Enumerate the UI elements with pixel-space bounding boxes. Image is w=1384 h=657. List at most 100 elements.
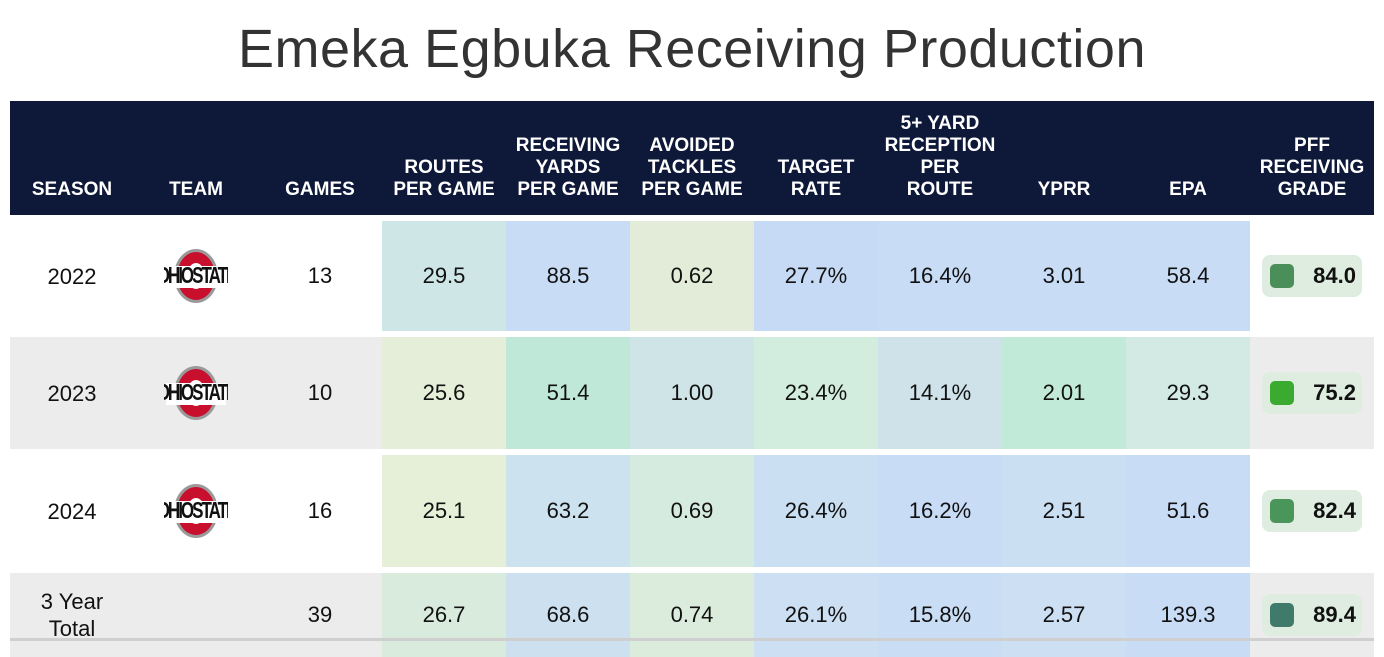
cell-yprr: 3.01 — [1002, 221, 1126, 331]
avoid-value: 0.74 — [670, 602, 714, 627]
grade-value: 82.4 — [1313, 498, 1356, 523]
cell-avoid: 0.74 — [630, 573, 754, 657]
season-value: 2023 — [47, 380, 97, 406]
cell-team: OHIOSTATE — [134, 455, 258, 567]
cell-routes: 25.1 — [382, 455, 506, 567]
ryds-value: 63.2 — [546, 498, 590, 523]
cell-grade: 75.2 — [1250, 337, 1374, 449]
cell-five: 14.1% — [878, 337, 1002, 449]
routes-value: 25.1 — [422, 498, 466, 523]
grade-value: 75.2 — [1313, 380, 1356, 405]
yprr-value: 2.01 — [1042, 380, 1086, 405]
cell-team — [134, 573, 258, 657]
header-routes: ROUTES PER GAME — [393, 157, 495, 200]
cell-five: 16.2% — [878, 455, 1002, 567]
routes-value: 26.7 — [422, 602, 466, 627]
cell-yprr: 2.51 — [1002, 455, 1126, 567]
avoid-value: 0.62 — [670, 263, 714, 288]
header-five: 5+ YARD RECEPTION PER ROUTE — [884, 113, 996, 200]
table-row: 3 Year Total 39 26.7 68.6 0.74 26.1% 15.8% 2.57… — [10, 573, 1374, 657]
grade-color-swatch — [1270, 603, 1294, 627]
header-yprr: YPRR — [1037, 179, 1091, 200]
cell-team: OHIOSTATE — [134, 221, 258, 331]
grade-color-swatch — [1270, 264, 1294, 288]
epa-value: 58.4 — [1166, 263, 1210, 288]
games-value: 39 — [307, 602, 333, 627]
cell-avoid: 0.62 — [630, 221, 754, 331]
cell-ryds: 51.4 — [506, 337, 630, 449]
target-value: 27.7% — [784, 263, 848, 288]
cell-season: 2023 — [10, 337, 134, 449]
cell-target: 26.4% — [754, 455, 878, 567]
ryds-value: 68.6 — [546, 602, 590, 627]
target-value: 26.1% — [784, 602, 848, 627]
header-team: TEAM — [169, 179, 223, 200]
cell-routes: 29.5 — [382, 221, 506, 331]
cell-season: 2022 — [10, 221, 134, 331]
svg-text:OHIOSTATE: OHIOSTATE — [164, 499, 228, 524]
grade-badge: 75.2 — [1262, 372, 1362, 414]
cell-ryds: 88.5 — [506, 221, 630, 331]
games-value: 16 — [307, 498, 333, 523]
grade-badge: 82.4 — [1262, 490, 1362, 532]
cell-target: 26.1% — [754, 573, 878, 657]
target-value: 23.4% — [784, 380, 848, 405]
cell-avoid: 0.69 — [630, 455, 754, 567]
grade-color-swatch — [1270, 499, 1294, 523]
header-games: GAMES — [285, 179, 355, 200]
cell-ryds: 63.2 — [506, 455, 630, 567]
svg-text:OHIOSTATE: OHIOSTATE — [164, 264, 228, 289]
avoid-value: 0.69 — [670, 498, 714, 523]
cell-routes: 26.7 — [382, 573, 506, 657]
cell-target: 23.4% — [754, 337, 878, 449]
grade-badge: 84.0 — [1262, 255, 1362, 297]
epa-value: 139.3 — [1160, 602, 1216, 627]
games-value: 10 — [307, 380, 333, 405]
routes-value: 25.6 — [422, 380, 466, 405]
header-season: SEASON — [31, 179, 113, 200]
five-value: 15.8% — [908, 602, 972, 627]
five-value: 16.2% — [908, 498, 972, 523]
games-value: 13 — [307, 263, 333, 288]
cell-five: 15.8% — [878, 573, 1002, 657]
yprr-value: 2.51 — [1042, 498, 1086, 523]
five-value: 16.4% — [908, 263, 972, 288]
cell-epa: 29.3 — [1126, 337, 1250, 449]
cell-grade: 84.0 — [1250, 221, 1374, 331]
table-row: 2024 OHIOSTATE 16 25.1 63.2 0.69 26.4% 16.2% 2.5… — [10, 455, 1374, 567]
cell-epa: 139.3 — [1126, 573, 1250, 657]
yprr-value: 3.01 — [1042, 263, 1086, 288]
svg-text:OHIOSTATE: OHIOSTATE — [164, 381, 228, 406]
avoid-value: 1.00 — [670, 380, 714, 405]
cell-five: 16.4% — [878, 221, 1002, 331]
header-grade: PFF RECEIVING GRADE — [1259, 135, 1365, 200]
cell-ryds: 68.6 — [506, 573, 630, 657]
season-value: 2024 — [47, 498, 97, 524]
cell-games: 10 — [258, 337, 382, 449]
ryds-value: 51.4 — [546, 380, 590, 405]
cell-yprr: 2.57 — [1002, 573, 1126, 657]
ohio-state-logo-icon: OHIOSTATE — [164, 249, 228, 303]
grade-value: 84.0 — [1313, 263, 1356, 288]
table-row: 2023 OHIOSTATE 10 25.6 51.4 1.00 23.4% 14.1% 2.0… — [10, 337, 1374, 449]
season-value: 2022 — [47, 263, 97, 289]
cell-games: 16 — [258, 455, 382, 567]
cell-grade: 82.4 — [1250, 455, 1374, 567]
cell-yprr: 2.01 — [1002, 337, 1126, 449]
grade-badge: 89.4 — [1262, 594, 1362, 636]
ryds-value: 88.5 — [546, 263, 590, 288]
stats-table: SEASON TEAM GAMES ROUTES PER GAME RECEIVING … — [10, 101, 1374, 657]
cell-avoid: 1.00 — [630, 337, 754, 449]
header-epa: EPA — [1169, 179, 1207, 200]
cell-season: 3 Year Total — [10, 573, 134, 657]
cell-target: 27.7% — [754, 221, 878, 331]
ohio-state-logo-icon: OHIOSTATE — [164, 366, 228, 420]
table-header: SEASON TEAM GAMES ROUTES PER GAME RECEIVING … — [10, 101, 1374, 215]
header-ryds: RECEIVING YARDS PER GAME — [515, 135, 621, 200]
page-title: Emeka Egbuka Receiving Production — [237, 19, 1146, 79]
cell-games: 13 — [258, 221, 382, 331]
grade-value: 89.4 — [1313, 602, 1356, 627]
header-avoid: AVOIDED TACKLES PER GAME — [641, 135, 743, 200]
cell-routes: 25.6 — [382, 337, 506, 449]
target-value: 26.4% — [784, 498, 848, 523]
